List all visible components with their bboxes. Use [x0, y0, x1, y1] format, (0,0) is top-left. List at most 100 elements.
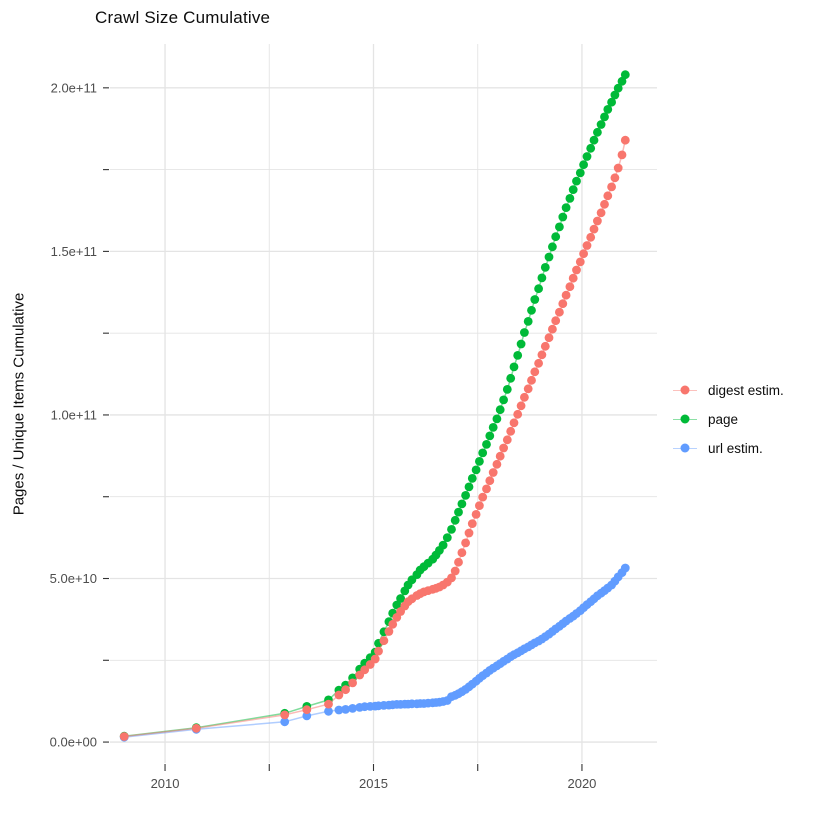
data-point-page: [506, 373, 516, 383]
legend-key-icon: [672, 438, 698, 458]
data-point-digest-estim-: [334, 690, 344, 700]
data-point-page: [495, 405, 505, 415]
data-point-page: [502, 385, 512, 394]
data-point-page: [438, 540, 448, 550]
data-point-page: [392, 600, 402, 610]
data-point-digest-estim-: [488, 468, 498, 477]
data-point-page: [520, 328, 529, 337]
x-tick-label: 2015: [359, 776, 388, 791]
data-point-digest-estim-: [374, 646, 383, 656]
data-point-digest-estim-: [495, 451, 505, 461]
data-point-digest-estim-: [478, 492, 488, 502]
data-point-page: [544, 252, 554, 262]
data-point-digest-estim-: [586, 232, 596, 242]
data-point-digest-estim-: [620, 135, 630, 145]
series-line-digest-estim-: [124, 140, 627, 738]
y-tick-label: 1.0e+11: [51, 407, 97, 422]
data-point-page: [610, 90, 620, 100]
data-point-digest-estim-: [485, 476, 495, 486]
data-point-page: [509, 362, 519, 372]
data-point-digest-estim-: [516, 401, 526, 411]
legend-key-dot: [680, 443, 690, 453]
data-point-url-estim-: [620, 563, 630, 573]
x-tick-label: 2020: [567, 776, 596, 791]
data-point-page: [488, 423, 498, 432]
data-point-digest-estim-: [523, 384, 533, 394]
chart-title: Crawl Size Cumulative: [95, 8, 271, 27]
data-point-page: [558, 212, 568, 222]
data-point-page: [482, 440, 491, 449]
y-tick-label: 1.5e+11: [51, 244, 97, 259]
data-point-digest-estim-: [302, 705, 312, 715]
data-point-digest-estim-: [600, 199, 609, 209]
data-point-digest-estim-: [551, 316, 561, 326]
data-point-page: [534, 284, 543, 294]
data-point-digest-estim-: [575, 257, 585, 267]
data-point-page: [575, 168, 585, 178]
data-point-digest-estim-: [534, 358, 543, 368]
legend-item-digest-estim-: digest estim.: [672, 380, 784, 400]
data-point-digest-estim-: [513, 409, 523, 419]
data-point-page: [530, 295, 540, 304]
data-point-page: [568, 185, 578, 195]
data-point-digest-estim-: [464, 528, 474, 538]
data-point-digest-estim-: [582, 241, 592, 250]
data-point-digest-estim-: [360, 665, 370, 675]
data-point-digest-estim-: [520, 392, 529, 402]
data-point-url-estim-: [334, 705, 344, 715]
data-point-digest-estim-: [461, 538, 470, 548]
data-point-page: [461, 491, 470, 500]
data-point-digest-estim-: [384, 627, 394, 636]
data-point-digest-estim-: [379, 636, 389, 646]
data-point-digest-estim-: [568, 273, 578, 283]
data-point-page: [551, 232, 561, 242]
data-point-digest-estim-: [572, 265, 581, 275]
data-point-page: [540, 263, 550, 272]
data-point-digest-estim-: [617, 150, 627, 160]
y-tick-label: 5.0e+10: [50, 571, 97, 586]
data-point-page: [593, 127, 602, 137]
data-point-digest-estim-: [348, 678, 357, 688]
data-point-page: [513, 351, 523, 360]
data-point-page: [499, 395, 508, 405]
data-point-digest-estim-: [457, 548, 467, 558]
data-point-digest-estim-: [280, 710, 290, 720]
data-point-digest-estim-: [579, 249, 588, 259]
data-point-digest-estim-: [506, 426, 516, 436]
data-point-digest-estim-: [603, 191, 613, 201]
data-point-page: [586, 143, 596, 153]
data-point-digest-estim-: [370, 654, 380, 664]
data-point-digest-estim-: [596, 208, 606, 218]
data-point-url-estim-: [280, 717, 290, 727]
data-point-digest-estim-: [492, 459, 502, 469]
data-point-digest-estim-: [502, 435, 512, 445]
legend-key-icon: [672, 409, 698, 429]
data-point-digest-estim-: [450, 566, 460, 576]
data-point-digest-estim-: [548, 324, 557, 334]
data-point-digest-estim-: [593, 216, 602, 226]
legend-key-dot: [680, 414, 690, 424]
data-point-digest-estim-: [561, 290, 571, 300]
legend-item-label: page: [708, 411, 739, 427]
data-point-url-estim-: [348, 704, 357, 713]
data-point-page: [516, 339, 526, 349]
data-point-page: [527, 305, 536, 315]
data-point-digest-estim-: [499, 443, 508, 453]
data-point-digest-estim-: [388, 619, 398, 629]
data-point-page: [454, 507, 463, 517]
data-point-digest-estim-: [119, 732, 129, 741]
data-point-url-estim-: [302, 711, 312, 721]
data-point-page: [607, 97, 616, 107]
data-point-page: [492, 414, 502, 424]
legend-key-icon: [672, 380, 698, 400]
data-point-digest-estim-: [589, 224, 599, 234]
data-point-digest-estim-: [527, 375, 536, 385]
data-point-digest-estim-: [191, 723, 201, 733]
data-point-digest-estim-: [467, 519, 477, 528]
data-point-page: [603, 105, 613, 114]
legend-item-page: page: [672, 409, 784, 429]
data-point-url-estim-: [324, 706, 333, 716]
data-point-digest-estim-: [475, 501, 484, 510]
data-point-page: [565, 194, 575, 203]
